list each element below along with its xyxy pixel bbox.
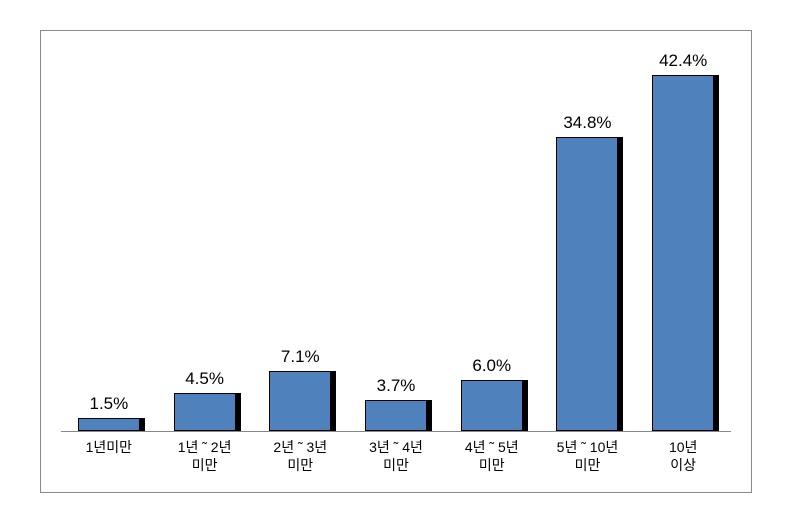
bar-group: 7.1% [252,51,348,431]
bar-shadow [331,371,336,431]
chart-container: 1.5% 4.5% 7.1% 3.7% 6.0% 34.8% 42.4% 1년미만1년 ˜ … [0,0,792,513]
bar-value-label: 1.5% [89,394,128,414]
bar-face [461,380,523,431]
bar-face [78,418,140,431]
bar-group: 3.7% [348,51,444,431]
bar-shadow [523,380,528,431]
x-axis-label: 4년 ˜ 5년 미만 [444,438,540,492]
x-axis-label: 3년 ˜ 4년 미만 [348,438,444,492]
bar-face [365,400,427,431]
bar-value-label: 7.1% [281,347,320,367]
bar-group: 34.8% [540,51,636,431]
x-axis-label: 10년 이상 [635,438,731,492]
chart-border: 1.5% 4.5% 7.1% 3.7% 6.0% 34.8% 42.4% 1년미만1년 ˜ … [40,30,752,493]
bar [365,400,427,431]
bar-group: 42.4% [635,51,731,431]
x-axis-label: 2년 ˜ 3년 미만 [252,438,348,492]
bar-shadow [714,75,719,431]
bar-shadow [140,418,145,431]
bar-group: 6.0% [444,51,540,431]
bar-group: 1.5% [61,51,157,431]
bar [652,75,714,431]
plot-area: 1.5% 4.5% 7.1% 3.7% 6.0% 34.8% 42.4% [61,51,731,432]
x-axis-label: 5년 ˜ 10년 미만 [540,438,636,492]
bar-shadow [427,400,432,431]
bar-value-label: 34.8% [563,113,611,133]
bar [174,393,236,431]
x-axis-label: 1년 ˜ 2년 미만 [157,438,253,492]
bar [269,371,331,431]
x-axis-labels: 1년미만1년 ˜ 2년 미만2년 ˜ 3년 미만3년 ˜ 4년 미만4년 ˜ 5… [61,432,731,492]
bar-value-label: 42.4% [659,51,707,71]
bar-shadow [236,393,241,431]
bar-face [269,371,331,431]
bar-value-label: 4.5% [185,369,224,389]
bar-face [556,137,618,431]
bar-shadow [618,137,623,431]
bar [461,380,523,431]
bar-value-label: 6.0% [472,356,511,376]
bar-face [652,75,714,431]
bar-face [174,393,236,431]
bar-group: 4.5% [157,51,253,431]
bar [78,418,140,431]
x-axis-label: 1년미만 [61,438,157,492]
bar [556,137,618,431]
bar-value-label: 3.7% [377,376,416,396]
